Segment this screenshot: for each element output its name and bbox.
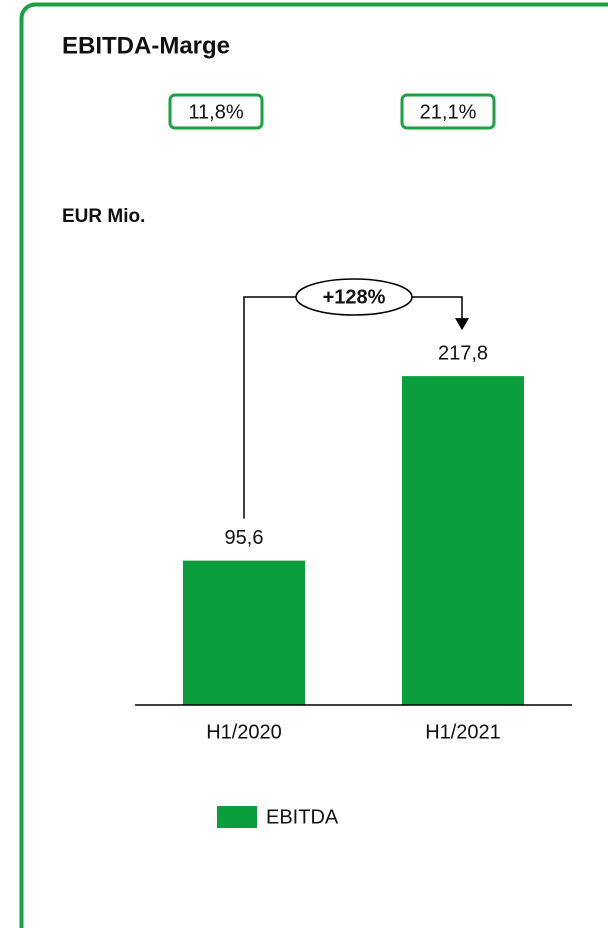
arrow-head [455,318,469,331]
x-tick-label: H1/2020 [206,721,282,743]
value-label: 95,6 [225,527,264,549]
chart-title: EBITDA-Marge [62,32,230,59]
bar [402,376,524,705]
margin-label: 21,1% [420,101,477,123]
bar [183,560,305,705]
margin-box [400,93,496,130]
x-tick-label: H1/2021 [425,721,501,743]
annotation-bubble [295,278,413,316]
margin-label: 11,8% [188,101,243,123]
legend-label: EBITDA [266,806,339,828]
margin-box [168,93,264,130]
legend-swatch [217,806,257,828]
frame [19,2,608,928]
value-label: 217,8 [438,342,488,364]
annotation: +128% [323,286,386,308]
unit-label: EUR Mio. [62,206,145,227]
